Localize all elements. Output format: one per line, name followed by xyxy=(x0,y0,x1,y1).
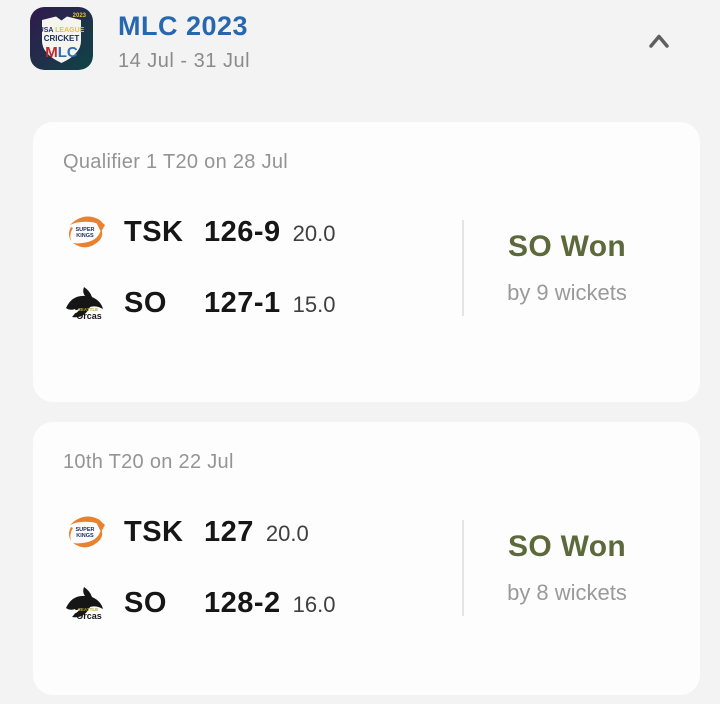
match-card[interactable]: Qualifier 1 T20 on 28 Jul SUPER KINGS TS… xyxy=(33,122,700,402)
tournament-title: MLC 2023 xyxy=(118,11,249,41)
tsk-team-logo-icon: SUPER KINGS xyxy=(63,510,107,554)
svg-text:SUPER: SUPER xyxy=(76,227,95,233)
so-team-logo-icon: SEATTLE Orcas xyxy=(63,581,107,625)
team-overs: 20.0 xyxy=(265,520,309,546)
team-overs: 20.0 xyxy=(292,220,336,246)
team-score: 127-1 xyxy=(204,286,281,319)
match-result: SO Won xyxy=(508,229,626,263)
team-row: SEATTLE Orcas SO 127-1 15.0 xyxy=(63,281,462,325)
team-code: TSK xyxy=(124,215,184,248)
team-row: SUPER KINGS TSK 126-9 20.0 xyxy=(63,210,462,254)
svg-text:SUPER: SUPER xyxy=(76,527,95,533)
team-overs: 15.0 xyxy=(292,291,336,317)
team-score: 128-2 xyxy=(204,586,281,619)
match-result-margin: by 8 wickets xyxy=(507,579,627,605)
svg-text:CRICKET: CRICKET xyxy=(44,34,80,43)
svg-text:MLC: MLC xyxy=(45,44,78,61)
team-score: 127 xyxy=(204,515,254,548)
tournament-header: 2023 USA LEAGUE CRICKET MLC MLC 2023 14 … xyxy=(0,0,720,100)
tsk-team-logo-icon: SUPER KINGS xyxy=(63,210,107,254)
team-row: SUPER KINGS TSK 127 20.0 xyxy=(63,510,462,554)
tournament-date-range: 14 Jul - 31 Jul xyxy=(118,50,251,72)
svg-text:SEATTLE: SEATTLE xyxy=(78,307,98,312)
chevron-up-icon xyxy=(641,24,677,63)
svg-text:2023: 2023 xyxy=(73,13,87,19)
team-code: SO xyxy=(124,586,167,619)
card-divider xyxy=(462,219,464,316)
match-label: 10th T20 on 22 Jul xyxy=(63,451,234,473)
svg-text:SEATTLE: SEATTLE xyxy=(78,607,98,612)
svg-text:KINGS: KINGS xyxy=(76,233,94,239)
match-result: SO Won xyxy=(508,529,626,563)
team-overs: 16.0 xyxy=(292,591,336,617)
team-row: SEATTLE Orcas SO 128-2 16.0 xyxy=(63,581,462,625)
svg-text:KINGS: KINGS xyxy=(76,533,94,539)
svg-text:Orcas: Orcas xyxy=(76,611,102,621)
mlc-tournament-logo-icon: 2023 USA LEAGUE CRICKET MLC xyxy=(30,7,93,70)
svg-text:USA LEAGUE: USA LEAGUE xyxy=(39,27,85,34)
svg-text:Orcas: Orcas xyxy=(76,311,102,321)
match-label: Qualifier 1 T20 on 28 Jul xyxy=(63,151,289,173)
team-code: SO xyxy=(124,286,167,319)
collapse-section-button[interactable] xyxy=(639,23,679,63)
match-card[interactable]: 10th T20 on 22 Jul SUPER KINGS TSK 127 2… xyxy=(33,422,700,695)
card-divider xyxy=(462,519,464,616)
team-code: TSK xyxy=(124,515,184,548)
so-team-logo-icon: SEATTLE Orcas xyxy=(63,281,107,325)
match-result-margin: by 9 wickets xyxy=(507,279,627,305)
team-score: 126-9 xyxy=(204,215,281,248)
